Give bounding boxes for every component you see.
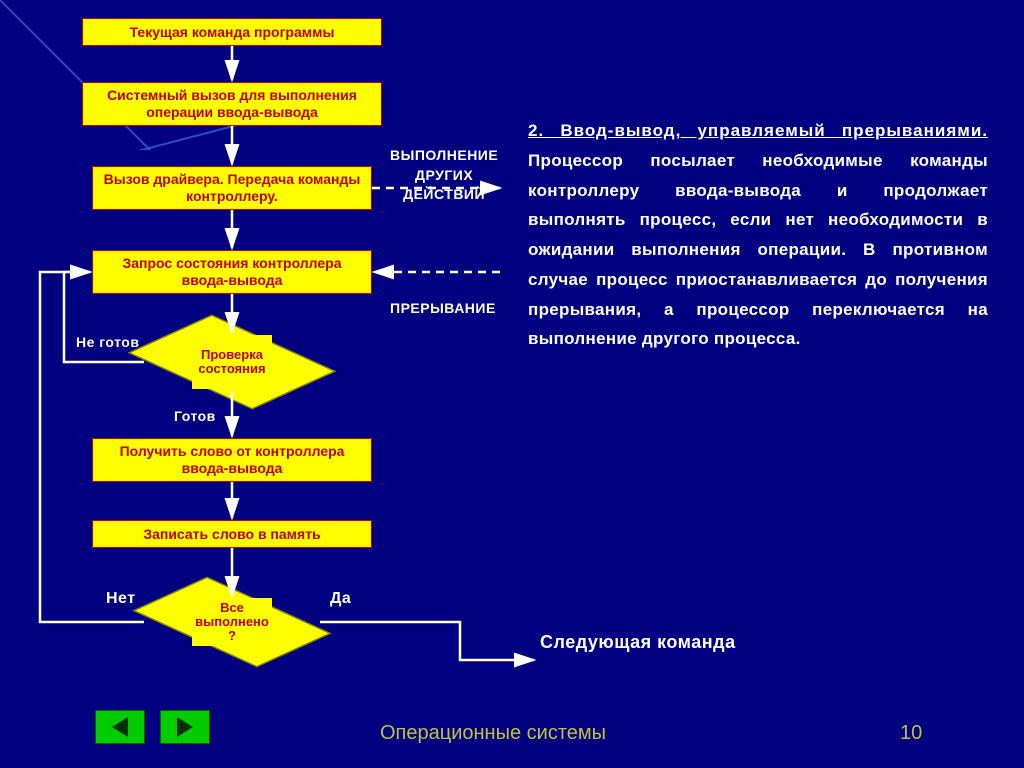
prev-button[interactable] [95, 710, 145, 744]
box-query-status: Запрос состояния контроллера ввода-вывод… [92, 250, 372, 294]
box-write-memory: Записать слово в память [92, 520, 372, 548]
page-number: 10 [900, 722, 922, 745]
box-syscall: Системный вызов для выполнения операции … [82, 82, 382, 126]
diamond-all-done: Все выполнено ? [192, 598, 272, 646]
label-not-ready: Не готов [76, 334, 139, 350]
label-ready: Готов [174, 408, 216, 424]
diamond-check-status: Проверка состояния [192, 335, 272, 389]
label-next-command: Следующая команда [540, 632, 736, 653]
label-interrupt: ПРЕРЫВАНИЕ [390, 300, 496, 316]
chevron-right-icon [177, 717, 193, 737]
chevron-left-icon [112, 717, 128, 737]
body-paragraph: 2. Ввод-вывод, управляемый прерываниями.… [528, 116, 988, 354]
label-other-actions: ВЫПОЛНЕНИЕДРУГИХДЕЙСТВИЙ [390, 146, 498, 205]
box-get-word: Получить слово от контроллера ввода-выво… [92, 438, 372, 482]
box-current-command: Текущая команда программы [82, 18, 382, 46]
label-no: Нет [106, 590, 136, 608]
footer-title: Операционные системы [380, 722, 606, 745]
next-button[interactable] [160, 710, 210, 744]
box-driver-call: Вызов драйвера. Передача команды контрол… [92, 166, 372, 210]
label-yes: Да [330, 590, 351, 608]
